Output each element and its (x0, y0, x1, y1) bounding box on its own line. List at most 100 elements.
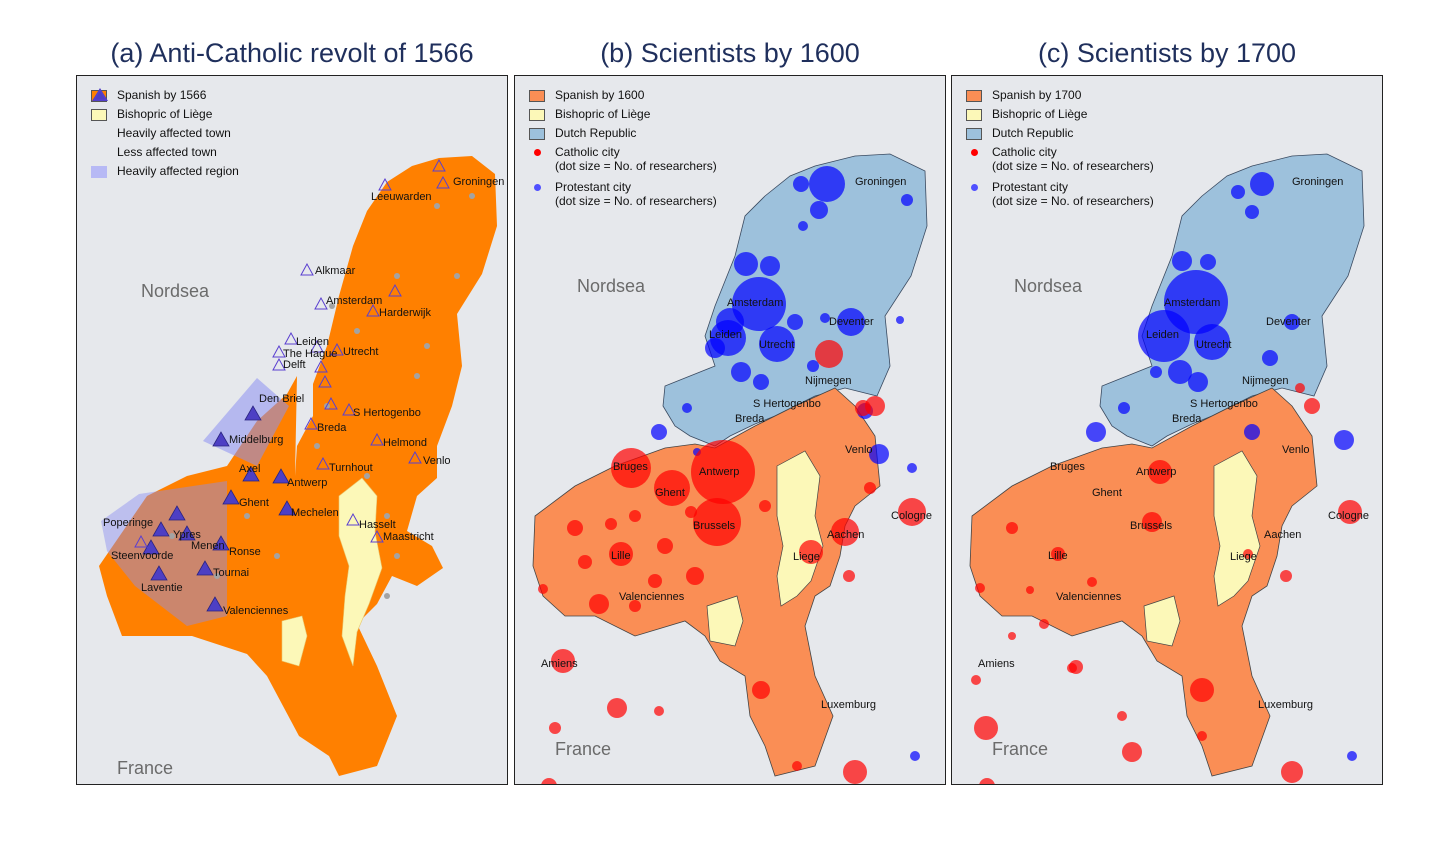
city-label: Leiden (1146, 329, 1179, 341)
city-label: Antwerp (287, 477, 327, 489)
legend-item: Spanish by 1600 (529, 88, 717, 107)
city-label: Ghent (1092, 487, 1122, 499)
land-label-b: France (555, 739, 612, 759)
legend-item: Dutch Republic (966, 126, 1154, 145)
legend-c: Spanish by 1700 Bishopric of Liège Dutch… (966, 88, 1154, 215)
city-labels-b: Groningen Amsterdam Leiden Utrecht Deven… (541, 176, 932, 711)
city-label: Breda (735, 413, 765, 425)
legend-label: Less affected town (117, 145, 217, 159)
city-label: Ronse (229, 546, 261, 558)
city-label: Alkmaar (315, 265, 356, 277)
legend-item: Bishopric of Liège (966, 107, 1154, 126)
legend-label: Spanish by 1700 (992, 88, 1082, 102)
map-panel-b: Groningen Amsterdam Leiden Utrecht Deven… (514, 75, 946, 785)
city-label: Aachen (827, 529, 864, 541)
city-label: Cologne (891, 510, 932, 522)
city-label: Utrecht (759, 339, 794, 351)
legend-sublabel: (dot size = No. of researchers) (555, 159, 717, 173)
city-labels-c: Groningen Amsterdam Leiden Utrecht Deven… (978, 176, 1369, 711)
city-label: Axel (239, 463, 260, 475)
city-label: Venlo (845, 444, 873, 456)
map-a-canvas: Groningen Leeuwarden Alkmaar Amsterdam H… (99, 156, 504, 776)
city-label: The Hague (283, 348, 337, 360)
city-label: Den Briel (259, 393, 304, 405)
legend-label: Bishopric of Liège (117, 107, 213, 121)
legend-label: Bishopric of Liège (992, 107, 1088, 121)
city-label: Luxemburg (1258, 699, 1313, 711)
legend-item: Spanish by 1700 (966, 88, 1154, 107)
legend-item: Protestant city (dot size = No. of resear… (529, 180, 717, 215)
heavy-town-triangles (142, 405, 296, 612)
city-label: S Hertogenbo (353, 407, 421, 419)
less-town-triangles (134, 158, 450, 548)
legend-item: Catholic city (dot size = No. of research… (529, 145, 717, 180)
city-label: Deventer (829, 316, 874, 328)
catholic-dot-icon (534, 149, 541, 156)
protestant-dot-icon (534, 184, 541, 191)
city-label: Leeuwarden (371, 191, 432, 203)
city-label: Bruges (1050, 461, 1085, 473)
swatch-liege (91, 109, 107, 121)
city-label: Mechelen (291, 507, 339, 519)
legend-item: Catholic city (dot size = No. of research… (966, 145, 1154, 180)
city-label: Utrecht (1196, 339, 1231, 351)
city-label: S Hertogenbo (753, 398, 821, 410)
city-label: Deventer (1266, 316, 1311, 328)
city-label: Liege (1230, 551, 1257, 563)
panel-a-title: (a) Anti-Catholic revolt of 1566 (110, 38, 474, 68)
legend-item: Bishopric of Liège (91, 107, 239, 126)
panel-c-title: (c) Scientists by 1700 (1037, 38, 1297, 68)
city-labels-a: Groningen Leeuwarden Alkmaar Amsterdam H… (103, 176, 504, 617)
sea-label-a: Nordsea (141, 281, 210, 301)
city-label: Venlo (1282, 444, 1310, 456)
catholic-dots-c (971, 383, 1362, 784)
city-label: Utrecht (343, 346, 378, 358)
city-label: Menen (191, 540, 225, 552)
catholic-dot-icon (971, 149, 978, 156)
swatch-liege (966, 109, 982, 121)
liege-territory-b (776, 450, 824, 607)
city-label: Turnhout (329, 462, 373, 474)
protestant-dot-icon (971, 184, 978, 191)
city-label: Ghent (239, 497, 269, 509)
swatch-spanish (966, 90, 982, 102)
city-label: Aachen (1264, 529, 1301, 541)
legend-label: Dutch Republic (992, 126, 1074, 140)
city-label: Bruges (613, 461, 648, 473)
swatch-heavy-region (91, 166, 107, 178)
city-label: Valenciennes (1056, 591, 1122, 603)
city-label: Leiden (709, 329, 742, 341)
city-label: Hasselt (359, 519, 396, 531)
panel-b-title: (b) Scientists by 1600 (600, 38, 860, 68)
liege-fragment-b (706, 595, 744, 647)
city-label: Ypres (173, 529, 201, 541)
city-label: Helmond (383, 437, 427, 449)
map-panel-a: Groningen Leeuwarden Alkmaar Amsterdam H… (76, 75, 508, 785)
city-label: Antwerp (699, 466, 739, 478)
legend-sublabel: (dot size = No. of researchers) (992, 159, 1154, 173)
city-label: Amsterdam (326, 295, 382, 307)
less-triangle-icon (93, 89, 107, 101)
legend-item: Dutch Republic (529, 126, 717, 145)
liege-territory-c (1213, 450, 1261, 607)
city-label: Valenciennes (223, 605, 289, 617)
city-label: Lille (611, 550, 631, 562)
city-label: Luxemburg (821, 699, 876, 711)
city-label: Breda (317, 422, 347, 434)
city-label: Groningen (453, 176, 504, 188)
legend-sublabel: (dot size = No. of researchers) (555, 194, 717, 208)
city-label: Amiens (978, 658, 1015, 670)
spanish-territory-c (969, 387, 1318, 777)
city-label: Tournai (213, 567, 249, 579)
city-label: Groningen (855, 176, 906, 188)
land-label-a: France (117, 758, 174, 778)
city-label: Ghent (655, 487, 685, 499)
legend-label: Dutch Republic (555, 126, 637, 140)
legend-label: Spanish by 1600 (555, 88, 645, 102)
legend-label: Catholic city (992, 145, 1057, 159)
city-label: Leiden (296, 336, 329, 348)
protestant-dots-b (651, 166, 920, 761)
city-label: Maastricht (383, 531, 434, 543)
city-label: Nijmegen (1242, 375, 1288, 387)
city-label: Amsterdam (1164, 297, 1220, 309)
